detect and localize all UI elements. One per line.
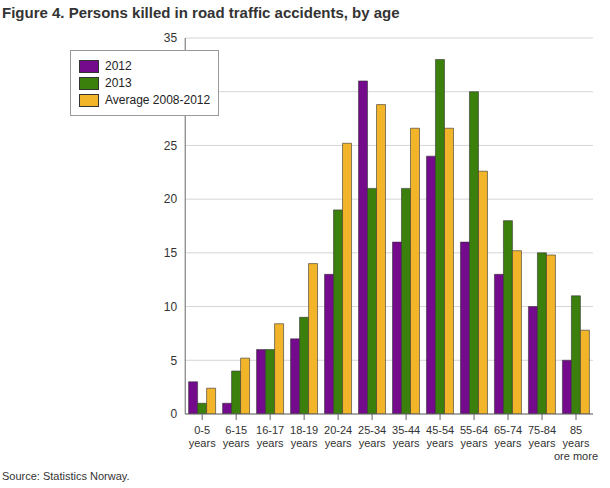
svg-text:5: 5	[171, 354, 178, 368]
svg-text:10: 10	[164, 300, 178, 314]
svg-text:years: years	[257, 437, 284, 449]
svg-text:0: 0	[171, 407, 178, 421]
svg-text:30: 30	[164, 85, 178, 99]
svg-text:75-84: 75-84	[528, 424, 556, 436]
svg-text:20-24: 20-24	[324, 424, 352, 436]
svg-text:0-5: 0-5	[194, 424, 210, 436]
svg-text:ore more: ore more	[554, 450, 598, 462]
svg-text:years: years	[393, 437, 420, 449]
svg-text:years: years	[189, 437, 216, 449]
svg-text:65-74: 65-74	[494, 424, 522, 436]
svg-text:35: 35	[164, 31, 178, 45]
svg-text:18-19: 18-19	[290, 424, 318, 436]
svg-text:years: years	[563, 437, 590, 449]
svg-text:years: years	[529, 437, 556, 449]
svg-text:20: 20	[164, 192, 178, 206]
svg-text:years: years	[461, 437, 488, 449]
svg-text:55-64: 55-64	[460, 424, 488, 436]
svg-text:35-44: 35-44	[392, 424, 420, 436]
svg-text:years: years	[223, 437, 250, 449]
svg-text:years: years	[325, 437, 352, 449]
svg-text:years: years	[495, 437, 522, 449]
svg-text:years: years	[291, 437, 318, 449]
svg-text:25-34: 25-34	[358, 424, 386, 436]
svg-text:85: 85	[570, 424, 582, 436]
svg-text:15: 15	[164, 246, 178, 260]
svg-text:years: years	[427, 437, 454, 449]
svg-text:years: years	[359, 437, 386, 449]
svg-text:25: 25	[164, 139, 178, 153]
svg-text:45-54: 45-54	[426, 424, 454, 436]
svg-text:16-17: 16-17	[256, 424, 284, 436]
svg-text:6-15: 6-15	[225, 424, 247, 436]
